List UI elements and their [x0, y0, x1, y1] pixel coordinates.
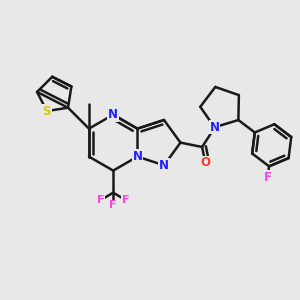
Text: O: O [200, 156, 210, 169]
Text: S: S [43, 105, 51, 118]
Text: N: N [209, 121, 220, 134]
Text: N: N [108, 108, 118, 121]
Text: F: F [122, 195, 130, 205]
Text: N: N [132, 150, 142, 163]
Text: F: F [264, 171, 272, 184]
Text: F: F [110, 200, 117, 210]
Text: N: N [159, 159, 169, 172]
Text: F: F [97, 195, 104, 205]
